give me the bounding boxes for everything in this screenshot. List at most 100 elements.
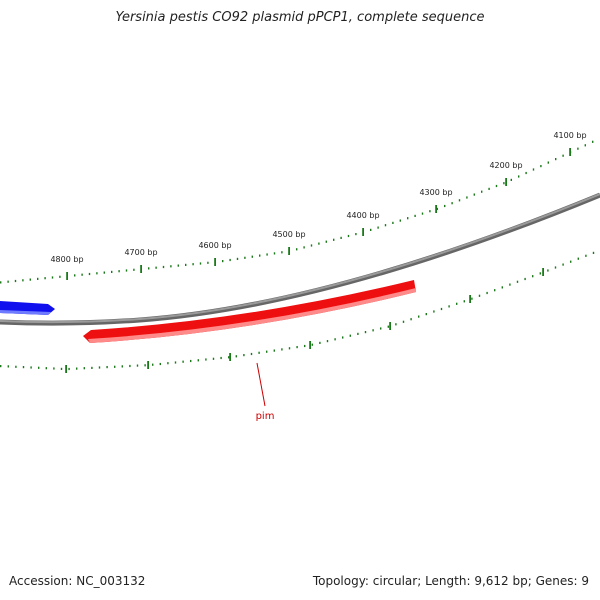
ruler-minor-tick <box>177 264 179 267</box>
ruler-minor-tick <box>325 240 327 243</box>
ruler-minor-tick <box>148 267 150 270</box>
ruler-minor-tick <box>14 279 17 283</box>
topology-info: Topology: circular; Length: 9,612 bp; Ge… <box>312 574 589 588</box>
ruler-tick-label: 4600 bp <box>198 241 231 250</box>
ruler-minor-tick <box>478 294 481 297</box>
ruler-minor-tick <box>429 210 431 213</box>
ruler-minor-tick <box>342 336 344 339</box>
ruler-major-tick <box>389 322 391 330</box>
ruler-minor-tick <box>518 175 520 178</box>
ruler-minor-tick <box>250 352 253 356</box>
ruler-tick-label: 4100 bp <box>553 131 586 140</box>
ruler-minor-tick <box>125 269 128 272</box>
ruler-minor-tick <box>258 351 260 354</box>
ruler-minor-tick <box>562 263 564 266</box>
ruler-minor-tick <box>103 271 105 274</box>
ruler-minor-tick <box>53 367 55 370</box>
ruler-minor-tick <box>380 327 382 330</box>
ruler-minor-tick <box>51 276 54 279</box>
ruler-minor-tick <box>448 305 450 308</box>
ruler-minor-tick <box>199 262 202 265</box>
ruler-minor-tick <box>296 346 298 349</box>
ruler-minor-tick <box>74 274 76 277</box>
ruler-major-tick <box>569 148 571 156</box>
ruler-minor-tick <box>170 265 172 268</box>
ruler-minor-tick <box>402 320 405 323</box>
ruler-minor-tick <box>37 277 39 280</box>
gene-pim[interactable] <box>83 280 416 343</box>
ruler-minor-tick <box>185 263 187 266</box>
ruler-tick-label: 4400 bp <box>346 211 379 220</box>
ruler-minor-tick <box>235 355 237 358</box>
ruler-minor-tick <box>266 350 268 353</box>
ruler-minor-tick <box>38 366 40 369</box>
ruler-minor-tick <box>584 144 586 147</box>
ruler-minor-tick <box>494 289 496 292</box>
ruler-minor-tick <box>364 331 367 334</box>
ruler-minor-tick <box>456 302 458 305</box>
ruler-minor-tick <box>106 366 108 369</box>
ruler-minor-tick <box>486 291 488 295</box>
ruler-minor-tick <box>133 268 135 271</box>
ruler-minor-tick <box>463 300 465 303</box>
ruler-minor-tick <box>22 366 25 369</box>
ruler-minor-tick <box>311 343 313 346</box>
ruler-minor-tick <box>555 158 557 161</box>
ruler-minor-tick <box>114 365 116 368</box>
ruler-major-tick <box>505 178 507 186</box>
ruler-major-tick <box>147 361 149 369</box>
ruler-minor-tick <box>444 204 446 208</box>
ruler-major-tick <box>229 353 231 361</box>
ruler-minor-tick <box>384 224 387 227</box>
ruler-minor-tick <box>29 278 31 281</box>
ruler-minor-tick <box>83 367 85 370</box>
ruler-minor-tick <box>88 272 91 276</box>
ruler-minor-tick <box>488 187 490 190</box>
gene-pim-shade <box>88 288 416 343</box>
ruler-minor-tick <box>222 260 224 263</box>
ruler-minor-tick <box>30 366 32 369</box>
ruler-minor-tick <box>347 234 350 238</box>
ruler-minor-tick <box>220 356 222 360</box>
ruler-minor-tick <box>355 233 357 236</box>
ruler-minor-tick <box>0 281 2 284</box>
ruler-major-tick <box>542 268 544 276</box>
ruler-minor-tick <box>540 165 542 168</box>
ruler-minor-tick <box>370 228 372 231</box>
gene-forward-blue-shade <box>0 310 51 315</box>
ruler-minor-tick <box>392 221 394 224</box>
ruler-minor-tick <box>244 256 246 259</box>
ruler-minor-tick <box>212 357 215 360</box>
ruler-major-tick <box>140 265 142 273</box>
outer-position-ruler: 4800 bp 4700 bp 4600 bp 4500 bp 4400 bp 4300 … <box>0 131 594 284</box>
ruler-minor-tick <box>91 366 93 369</box>
ruler-major-tick <box>435 205 437 213</box>
ruler-minor-tick <box>524 277 526 281</box>
ruler-minor-tick <box>60 367 63 370</box>
ruler-minor-tick <box>585 254 587 257</box>
ruler-minor-tick <box>207 261 209 264</box>
ruler-minor-tick <box>333 238 335 241</box>
ruler-minor-tick <box>45 367 47 370</box>
ruler-minor-tick <box>436 207 438 210</box>
ruler-minor-tick <box>554 266 557 269</box>
ruler-minor-tick <box>281 251 283 254</box>
ruler-minor-tick <box>44 277 46 280</box>
ruler-minor-tick <box>68 367 70 371</box>
ruler-minor-tick <box>532 275 534 278</box>
ruler-minor-tick <box>22 279 24 282</box>
ruler-minor-tick <box>319 341 321 344</box>
ruler-major-tick <box>66 272 68 280</box>
ruler-minor-tick <box>296 248 298 251</box>
ruler-minor-tick <box>136 364 139 367</box>
ruler-minor-tick <box>372 329 374 332</box>
ruler-minor-tick <box>532 168 535 171</box>
ruler-minor-tick <box>81 273 83 276</box>
ruler-minor-tick <box>547 161 549 164</box>
ruler-minor-tick <box>387 325 389 328</box>
ruler-major-tick <box>214 258 216 266</box>
gene-label-pim[interactable]: pim <box>256 411 275 422</box>
ruler-major-tick <box>469 295 471 303</box>
ruler-minor-tick <box>111 270 113 273</box>
